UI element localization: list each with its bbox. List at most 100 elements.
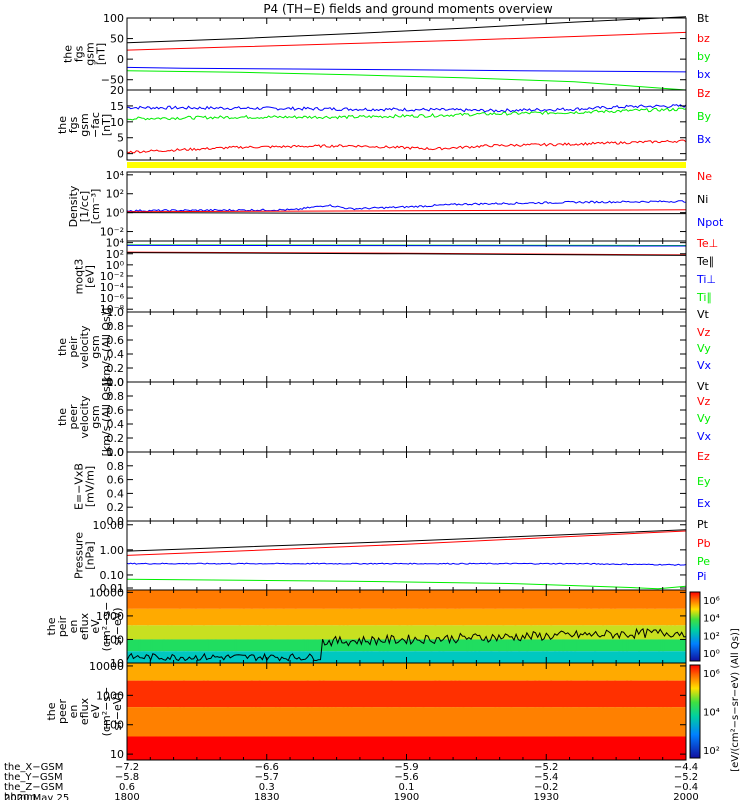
spectrogram-cell [546,651,549,663]
y-axis-label: eV [89,704,102,719]
y-axis-label: moqt3 [73,259,86,295]
spectrogram-cell [446,663,449,681]
legend-label: Ne [697,170,712,183]
series-line-Bt [126,16,687,44]
spectrogram-cell [366,651,369,663]
spectrogram-cell [598,707,601,737]
y-tick-label: 1.0 [107,306,125,319]
spectrogram-cell [422,590,425,609]
x-tick-label: −4.4 [674,762,698,773]
spectrogram-cell [410,707,413,737]
x-axis-row-label: the_Y−GSM [4,772,63,783]
spectrogram-cell [270,736,273,760]
colorbar-tick-label: 10⁴ [703,614,720,625]
spectrogram-cell [138,663,141,681]
series-line-Pt [126,529,687,552]
spectrogram-cell [586,590,589,609]
spectrogram-cell [530,663,533,681]
spectrogram-cell [658,707,661,737]
spectrogram-cell [310,707,313,737]
spectrogram-cell [574,736,577,760]
y-axis-label: [km/s (All Qs)] [100,308,113,387]
series-line-Ni [126,212,686,215]
y-axis-label: eV [89,619,102,634]
x-axis-row-label: hhmm [4,792,36,800]
spectrogram-cell [398,707,401,737]
spectrogram-cell [426,590,429,609]
colorbar-tick-label: 10⁰ [703,649,720,660]
x-tick-label: −5.4 [534,772,558,783]
spectrogram-cell [594,651,597,663]
panel-frame [126,451,687,522]
x-tick-label: 0.6 [119,782,135,793]
spectrogram-cell [418,736,421,760]
spectrogram-cell [650,736,653,760]
x-tick-label: 1900 [394,792,419,800]
spectrogram-cell [350,590,353,609]
spectrogram-cell [178,590,181,609]
spectrogram-cell [394,590,397,609]
spectrogram-cell [127,736,129,760]
x-tick-label: −0.2 [534,782,558,793]
spectrogram-cell [486,625,489,640]
spectrogram-cell [162,639,165,652]
y-axis-label: the [45,702,58,720]
spectrogram-cell [526,680,529,708]
spectrogram-cell [530,608,533,626]
spectrogram-cell [258,608,261,626]
y-tick-label: 100 [103,719,124,732]
spectrogram-cell [402,639,405,652]
spectrogram-cell [314,625,317,640]
spectrogram-cell [150,639,153,652]
spectrogram-cell [630,608,633,626]
series-line-by [126,70,687,91]
spectrogram-cell [318,639,321,652]
spectrogram-cell [570,680,573,708]
spectrogram-cell [386,651,389,663]
spectrogram-cell [478,736,481,760]
spectrogram-cell [182,680,185,708]
spectrogram-cell [410,608,413,626]
y-axis-label: [mV/m] [84,466,97,507]
spectrogram-cell [590,736,593,760]
spectrogram-cell [350,707,353,737]
y-tick-label: 10⁰ [106,207,125,220]
spectrogram-cell [426,736,429,760]
x-tick-label: −7.2 [115,762,139,773]
spectrogram-cell [298,663,301,681]
y-tick-label: 0.8 [107,390,125,403]
spectrogram-cell [302,639,305,652]
colorbar: 10⁶ 10⁴ 10² 10⁰ [689,591,720,662]
spectrogram-band [127,639,686,652]
spectrogram-cell [274,608,277,626]
spectrogram-cell [342,707,345,737]
legend-label: bx [697,68,711,81]
spectrogram-cell [242,590,245,609]
spectrogram-cell [462,608,465,626]
y-tick-label: 10 [110,748,124,761]
spectrogram-cell [370,707,373,737]
spectrogram-cell [406,608,409,626]
colorbar-tick-label: 10⁶ [703,669,720,680]
panels: Btbzbybx100500−50thefgsgsm[nT]BzByBx2015… [45,12,741,772]
legend-label: Vy [697,342,711,355]
y-tick-label: 10000 [89,660,124,673]
spectrogram-cell [510,707,513,737]
spectrogram-cell [550,680,553,708]
y-axis-label: [cm⁻³] [89,189,102,225]
spectrogram-cell [170,625,173,640]
spectrogram-cell [606,625,609,640]
series-line-bx [126,66,687,73]
series-line-bz [126,31,687,51]
y-tick-label: 0.6 [107,404,125,417]
spectrogram-cell [642,608,645,626]
y-tick-label: 0.8 [107,320,125,333]
spectrogram-cell [330,625,333,640]
spectrogram-cell [538,680,541,708]
spectrogram-cell [210,663,213,681]
spectrogram-cell [234,736,237,760]
spectrogram-cell [550,608,553,626]
spectrogram-cell [450,625,453,640]
spectrogram-cell [218,736,221,760]
spectrogram-cell [234,639,237,652]
